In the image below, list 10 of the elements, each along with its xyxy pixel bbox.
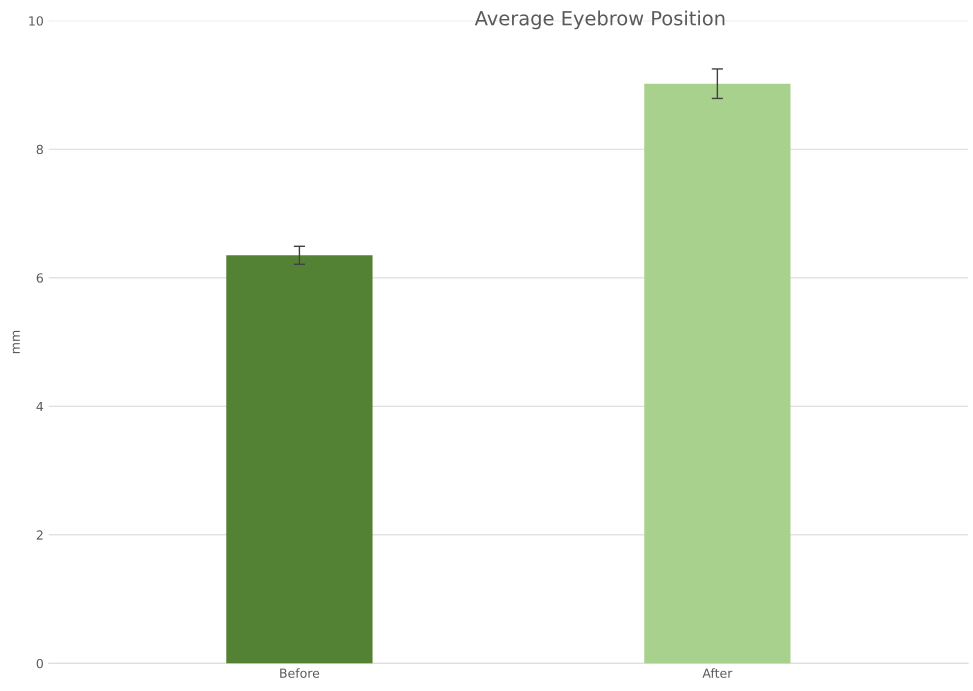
x-tick-label: After — [702, 668, 732, 678]
y-tick-label: 0 — [36, 658, 43, 668]
y-tick-label: 8 — [36, 144, 43, 154]
y-tick-label: 6 — [36, 273, 43, 283]
y-tick-label: 2 — [36, 530, 43, 540]
y-tick-label: 4 — [36, 402, 44, 412]
y-tick-label: 10 — [29, 16, 43, 26]
x-tick-label: Before — [280, 668, 320, 678]
y-axis-title: mm — [12, 330, 20, 354]
chart-title: Average Eyebrow Position — [474, 10, 724, 30]
